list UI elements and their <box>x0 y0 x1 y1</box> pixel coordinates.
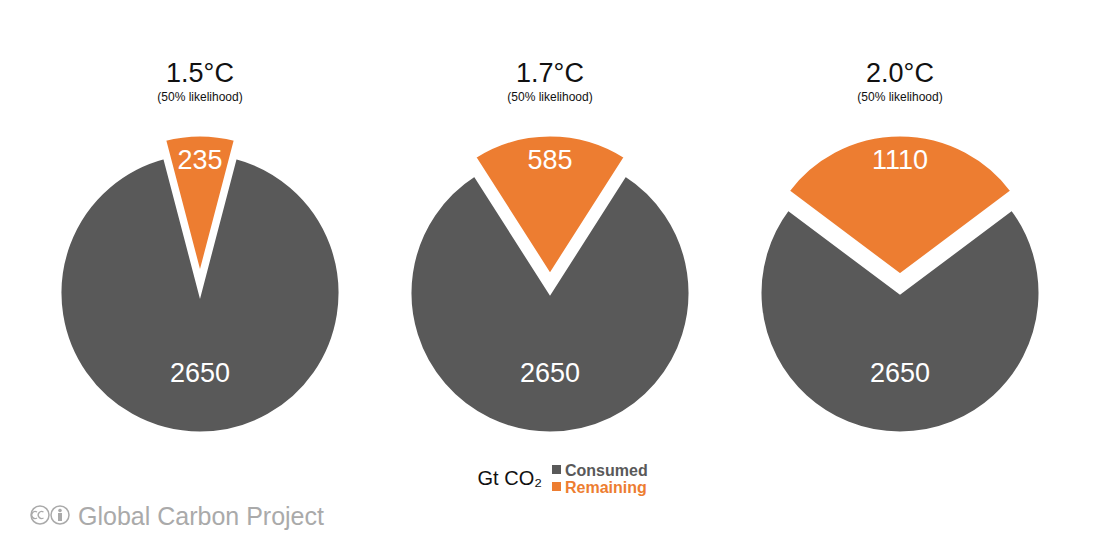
by-circle <box>51 506 69 524</box>
by-body <box>58 513 62 521</box>
license-icon <box>31 506 69 524</box>
pie-chart: 2650 585 <box>410 135 690 433</box>
chart-subtitle: (50% likelihood) <box>157 90 242 104</box>
data-label: 235 <box>177 145 222 175</box>
slices <box>60 135 340 433</box>
data-label: 585 <box>527 145 572 175</box>
source-credit: Global Carbon Project <box>78 502 324 530</box>
data-label: 2650 <box>870 358 930 388</box>
by-head <box>58 509 62 513</box>
pie-slice <box>165 135 236 275</box>
legend-swatch <box>552 465 561 474</box>
data-label: 2650 <box>520 358 580 388</box>
legend-swatch <box>552 482 561 491</box>
chart-title: 1.7°C <box>516 58 584 88</box>
cc-mark <box>32 512 44 519</box>
pie-chart: 2650 235 <box>60 135 340 433</box>
chart-canvas: 2650 235 1.5°C (50% likelihood) 2650 585 1.7°C… <box>0 0 1111 550</box>
legend-label: Consumed <box>565 462 648 479</box>
slices <box>760 135 1040 433</box>
chart-title: 1.5°C <box>166 58 234 88</box>
data-label: 1110 <box>872 145 928 175</box>
cc-circle <box>31 506 49 524</box>
data-label: 2650 <box>170 358 230 388</box>
chart-subtitle: (50% likelihood) <box>507 90 592 104</box>
pie-slice <box>788 135 1012 275</box>
legend-title: Gt CO₂ <box>478 467 542 489</box>
legend-label: Remaining <box>565 479 647 496</box>
slices <box>410 135 690 433</box>
chart-title: 2.0°C <box>866 58 934 88</box>
pie-slice <box>475 135 626 275</box>
chart-subtitle: (50% likelihood) <box>857 90 942 104</box>
pie-chart: 2650 1110 <box>760 135 1040 433</box>
